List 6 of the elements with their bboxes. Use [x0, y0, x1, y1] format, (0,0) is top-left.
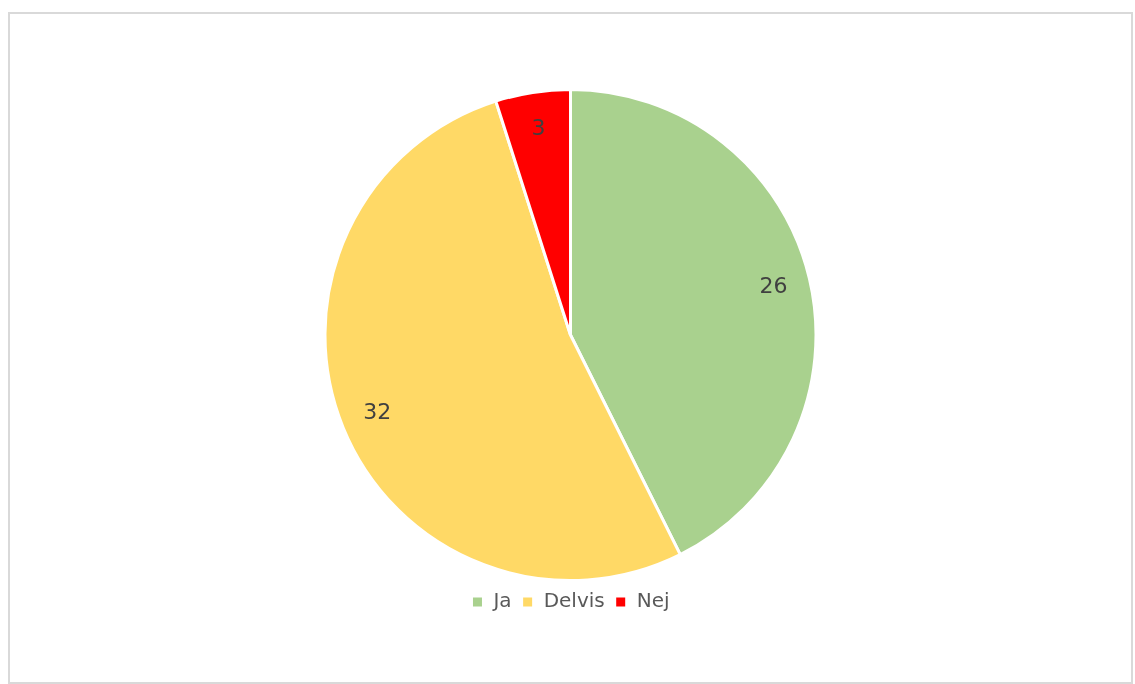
legend-label: Nej [636, 588, 670, 613]
legend-label: Delvis [543, 588, 605, 613]
data-label: 3 [531, 114, 546, 140]
data-label: 26 [759, 272, 788, 298]
legend-label: Ja [491, 588, 512, 613]
data-label: 32 [363, 399, 392, 425]
